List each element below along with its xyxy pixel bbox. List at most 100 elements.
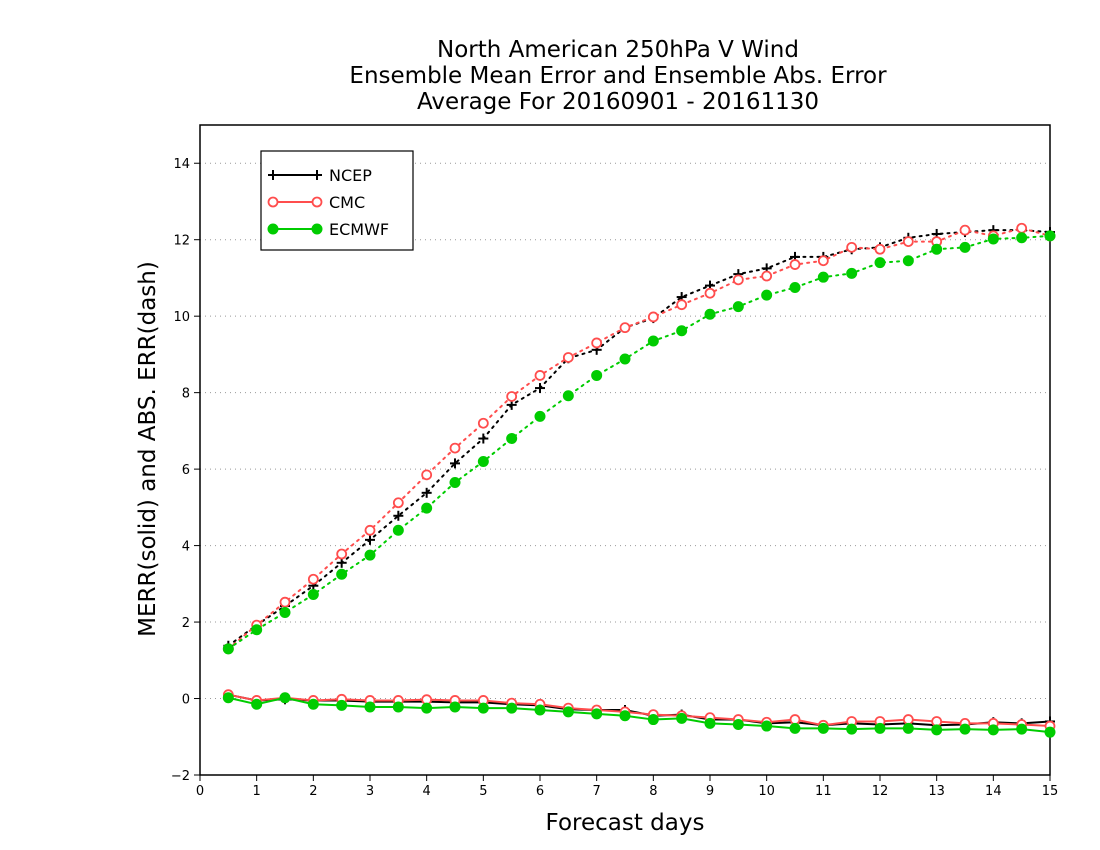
data-point-abs-cmc <box>732 274 744 286</box>
data-point-abs-ecmwf <box>732 301 744 313</box>
data-point-abs-ncep <box>365 534 375 545</box>
data-point-abs-ncep <box>393 510 404 521</box>
data-point-abs-cmc <box>817 255 829 267</box>
data-point-abs-cmc <box>449 442 461 454</box>
data-point-mean-ecmwf <box>421 702 433 714</box>
data-point-abs-ecmwf <box>506 433 518 445</box>
data-point-abs-ncep <box>336 557 347 568</box>
data-point-mean-ecmwf <box>222 692 234 704</box>
data-point-mean-ecmwf <box>336 699 348 711</box>
data-point-abs-cmc <box>1016 222 1028 234</box>
data-point-abs-ecmwf <box>1044 230 1056 242</box>
data-point-mean-ecmwf <box>307 698 319 710</box>
x-tick-label: 7 <box>593 784 601 799</box>
data-point-mean-ecmwf <box>817 722 829 734</box>
data-point-abs-ecmwf <box>846 267 858 279</box>
data-point-abs-ecmwf <box>704 308 716 320</box>
x-tick-label: 3 <box>366 784 374 799</box>
data-point-abs-ecmwf <box>534 410 546 422</box>
x-tick-label: 15 <box>1042 784 1059 799</box>
y-tick-label: 0 <box>182 693 190 708</box>
y-axis-label: MERR(solid) and ABS. ERR(dash) <box>135 261 161 637</box>
legend-marker-ncep <box>268 170 278 180</box>
data-point-abs-ecmwf <box>449 477 461 488</box>
plot-frame <box>199 124 1051 776</box>
data-point-abs-ecmwf <box>874 257 886 269</box>
y-tick-label: 8 <box>182 387 190 402</box>
x-tick-label: 5 <box>479 784 487 799</box>
data-point-abs-ecmwf <box>307 589 319 601</box>
data-point-abs-ecmwf <box>364 549 376 561</box>
y-tick-label: 4 <box>182 540 190 555</box>
data-point-mean-ecmwf <box>251 698 263 710</box>
data-point-mean-ecmwf <box>392 701 404 713</box>
data-point-abs-cmc <box>959 224 971 236</box>
data-point-abs-cmc <box>846 241 858 253</box>
data-point-mean-ecmwf <box>449 701 461 713</box>
y-tick-label: −2 <box>171 769 190 784</box>
data-point-abs-ecmwf <box>676 325 688 337</box>
x-tick-label: 11 <box>815 784 832 799</box>
legend-marker-ecmwf <box>267 223 279 235</box>
data-point-abs-cmc <box>279 596 291 608</box>
data-point-abs-cmc <box>307 573 319 585</box>
data-point-abs-cmc <box>562 352 574 363</box>
data-point-mean-ecmwf <box>931 724 943 736</box>
y-tick-label: 10 <box>173 310 190 325</box>
data-point-abs-ecmwf <box>817 271 829 283</box>
data-point-abs-ecmwf <box>902 255 914 267</box>
data-point-mean-ecmwf <box>477 702 489 714</box>
legend-marker-cmc <box>311 196 323 208</box>
x-tick-label: 12 <box>872 784 889 799</box>
data-point-abs-ecmwf <box>477 455 489 467</box>
data-point-abs-cmc <box>392 497 404 509</box>
data-point-abs-ecmwf <box>251 624 263 636</box>
data-point-abs-cmc <box>421 469 433 481</box>
data-point-abs-ncep <box>535 383 545 394</box>
chart-title-line-1: North American 250hPa V Wind <box>437 37 799 63</box>
data-point-mean-ecmwf <box>987 724 999 736</box>
data-point-abs-cmc <box>477 417 489 429</box>
data-point-mean-ecmwf <box>591 708 603 720</box>
data-point-mean-ecmwf <box>732 719 744 731</box>
x-axis-label: Forecast days <box>545 810 705 836</box>
data-point-mean-ecmwf <box>1016 723 1028 735</box>
data-point-mean-ecmwf <box>704 717 716 729</box>
data-point-abs-ncep <box>421 487 432 498</box>
x-tick-label: 0 <box>196 784 204 799</box>
data-point-mean-ecmwf <box>676 712 688 724</box>
series-line-mean-ecmwf <box>228 696 1051 734</box>
x-tick-label: 6 <box>536 784 544 799</box>
x-tick-label: 14 <box>985 784 1002 799</box>
legend-marker-ncep <box>312 170 322 180</box>
data-point-abs-ecmwf <box>647 335 659 347</box>
data-point-abs-ecmwf <box>392 524 404 536</box>
data-point-abs-cmc <box>761 270 773 282</box>
data-point-mean-ecmwf <box>846 723 858 735</box>
legend-label-ncep: NCEP <box>329 166 372 185</box>
data-point-abs-ecmwf <box>562 390 574 402</box>
x-tick-label: 1 <box>253 784 261 799</box>
data-point-mean-ecmwf <box>874 722 886 734</box>
data-point-abs-ecmwf <box>591 369 603 381</box>
legend-label-cmc: CMC <box>329 193 365 212</box>
data-point-abs-cmc <box>591 337 603 349</box>
y-tick-label: 2 <box>182 616 190 631</box>
y-tick-label: 12 <box>173 234 190 249</box>
y-tick-label: 14 <box>173 157 190 172</box>
series-line-abs-ncep <box>227 229 1051 647</box>
data-point-abs-ecmwf <box>959 241 971 253</box>
data-point-abs-ecmwf <box>789 282 801 293</box>
data-point-abs-ecmwf <box>222 643 234 655</box>
data-point-abs-cmc <box>336 548 348 560</box>
data-point-abs-cmc <box>789 259 801 270</box>
data-point-mean-ecmwf <box>534 704 546 716</box>
data-point-abs-cmc <box>364 524 376 536</box>
data-point-abs-ecmwf <box>1016 232 1028 244</box>
data-point-mean-ecmwf <box>562 706 574 718</box>
data-point-mean-ecmwf <box>619 710 631 722</box>
data-point-mean-ecmwf <box>279 692 291 704</box>
chart-title-line-3: Average For 20160901 - 20161130 <box>416 89 820 115</box>
data-point-abs-cmc <box>647 311 659 323</box>
data-point-abs-cmc <box>506 391 518 402</box>
